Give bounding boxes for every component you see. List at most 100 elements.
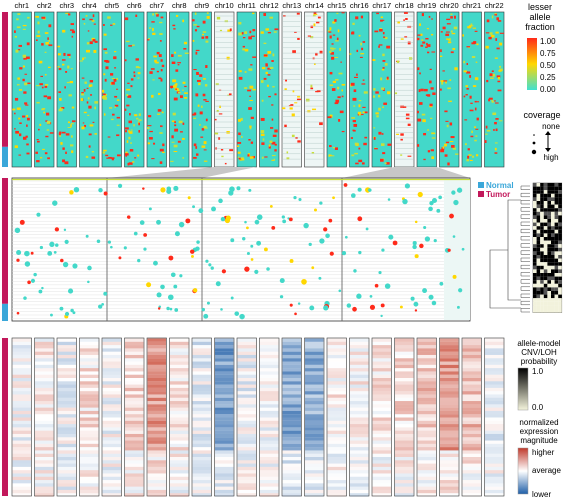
allele-mark bbox=[273, 31, 277, 33]
zoom-snp-dot bbox=[196, 240, 200, 244]
expr-cell bbox=[35, 354, 54, 359]
allele-mark bbox=[440, 149, 445, 153]
allele-mark bbox=[221, 155, 224, 158]
allele-mark bbox=[151, 158, 155, 160]
expr-cell bbox=[80, 397, 99, 402]
allele-panels bbox=[11, 11, 505, 168]
cnv-heat-cell bbox=[540, 262, 544, 266]
allele-panel-chr21 bbox=[461, 11, 482, 168]
allele-mark bbox=[465, 94, 468, 96]
expr-cell bbox=[237, 437, 256, 441]
allele-mark bbox=[184, 85, 187, 88]
expr-cell bbox=[12, 447, 31, 451]
allele-mark bbox=[58, 67, 62, 71]
allele-mark bbox=[450, 30, 453, 33]
allele-mark bbox=[154, 59, 157, 63]
cnv-heat-cell bbox=[547, 309, 551, 313]
expr-cell bbox=[350, 483, 369, 487]
allele-mark bbox=[91, 156, 96, 159]
expr-cell bbox=[125, 480, 144, 484]
zoom-snp-dot bbox=[123, 246, 127, 250]
allele-mark bbox=[220, 149, 224, 151]
chr-label-chr3: chr3 bbox=[59, 1, 74, 10]
allele-mark bbox=[440, 80, 445, 82]
expr-cell bbox=[147, 420, 166, 425]
allele-mark bbox=[265, 64, 268, 67]
allele-mark bbox=[64, 161, 69, 165]
expr-cell bbox=[305, 450, 324, 454]
chromosome-labels: chr1 chr2 chr3 chr4 chr5 chr6 chr7 chr8 chr9 chr1… bbox=[14, 1, 503, 10]
expr-cell bbox=[440, 430, 459, 434]
allele-panel-bg bbox=[146, 11, 167, 168]
allele-mark bbox=[229, 28, 232, 32]
allele-mark bbox=[92, 121, 95, 123]
expr-cell bbox=[372, 427, 391, 431]
expr-cell bbox=[282, 401, 301, 405]
allele-mark bbox=[198, 82, 201, 86]
allele-mark bbox=[242, 45, 245, 48]
allele-mark bbox=[329, 35, 332, 39]
allele-mark bbox=[267, 67, 271, 70]
expr-cell bbox=[102, 384, 121, 388]
allele-mark bbox=[417, 144, 420, 147]
allele-mark bbox=[161, 151, 165, 153]
allele-mark bbox=[268, 146, 271, 149]
expr-cell bbox=[462, 374, 481, 378]
expr-cell bbox=[57, 381, 76, 385]
allele-mark bbox=[27, 82, 31, 85]
expr-cell bbox=[170, 450, 189, 454]
allele-mark bbox=[468, 46, 471, 49]
expr-cell bbox=[417, 473, 436, 477]
cnv-heat-cell bbox=[543, 190, 548, 194]
expr-cell bbox=[462, 443, 481, 448]
allele-mark bbox=[466, 71, 468, 74]
cnv-heat-cell bbox=[547, 237, 551, 241]
zoom-snp-dot bbox=[206, 301, 210, 305]
expr-cell bbox=[395, 476, 414, 481]
allele-mark bbox=[251, 35, 255, 37]
zoom-snp-dot bbox=[353, 269, 357, 273]
allele-mark bbox=[125, 154, 127, 157]
allele-panel-chr1 bbox=[11, 11, 32, 168]
expr-cell bbox=[395, 381, 414, 385]
cnv-heat-cell bbox=[543, 233, 548, 237]
expr-cell bbox=[485, 341, 504, 346]
allele-mark bbox=[45, 135, 49, 138]
allele-mark bbox=[260, 117, 265, 121]
allele-mark bbox=[270, 127, 274, 129]
zoom-snp-dot bbox=[311, 266, 315, 270]
expr-cell bbox=[103, 418, 122, 421]
allele-mark bbox=[313, 23, 316, 27]
expr-cell bbox=[440, 424, 459, 428]
expr-cell bbox=[485, 447, 504, 451]
allele-mark bbox=[86, 42, 90, 45]
allele-mark bbox=[83, 57, 86, 59]
allele-mark bbox=[358, 104, 361, 108]
expr-cell bbox=[147, 443, 166, 448]
expr-cell bbox=[417, 345, 436, 349]
allele-tick-2: 0.75 bbox=[540, 49, 556, 58]
allele-mark bbox=[476, 43, 479, 46]
cnv-heat-cell bbox=[558, 193, 562, 198]
allele-mark bbox=[60, 142, 63, 145]
allele-mark bbox=[497, 89, 502, 92]
expr-cell bbox=[193, 447, 212, 450]
allele-mark bbox=[133, 71, 136, 74]
allele-mark bbox=[241, 32, 244, 35]
expr-cell bbox=[305, 358, 324, 362]
expr-cell bbox=[170, 460, 189, 464]
expr-cell bbox=[57, 450, 76, 454]
cnv-heat-cell bbox=[540, 244, 544, 248]
allele-mark bbox=[329, 27, 332, 31]
expr-cell bbox=[35, 447, 54, 451]
expr-cell bbox=[237, 427, 256, 431]
cnv-heat-cell bbox=[554, 233, 559, 237]
zoom-snp-dot bbox=[449, 213, 454, 219]
expr-cell bbox=[485, 427, 504, 431]
cnv-heat-cell bbox=[543, 298, 548, 302]
expr-cell bbox=[395, 371, 414, 375]
allele-mark bbox=[116, 99, 120, 101]
allele-mark bbox=[193, 117, 197, 120]
allele-mark bbox=[25, 104, 29, 106]
allele-mark bbox=[331, 56, 335, 60]
